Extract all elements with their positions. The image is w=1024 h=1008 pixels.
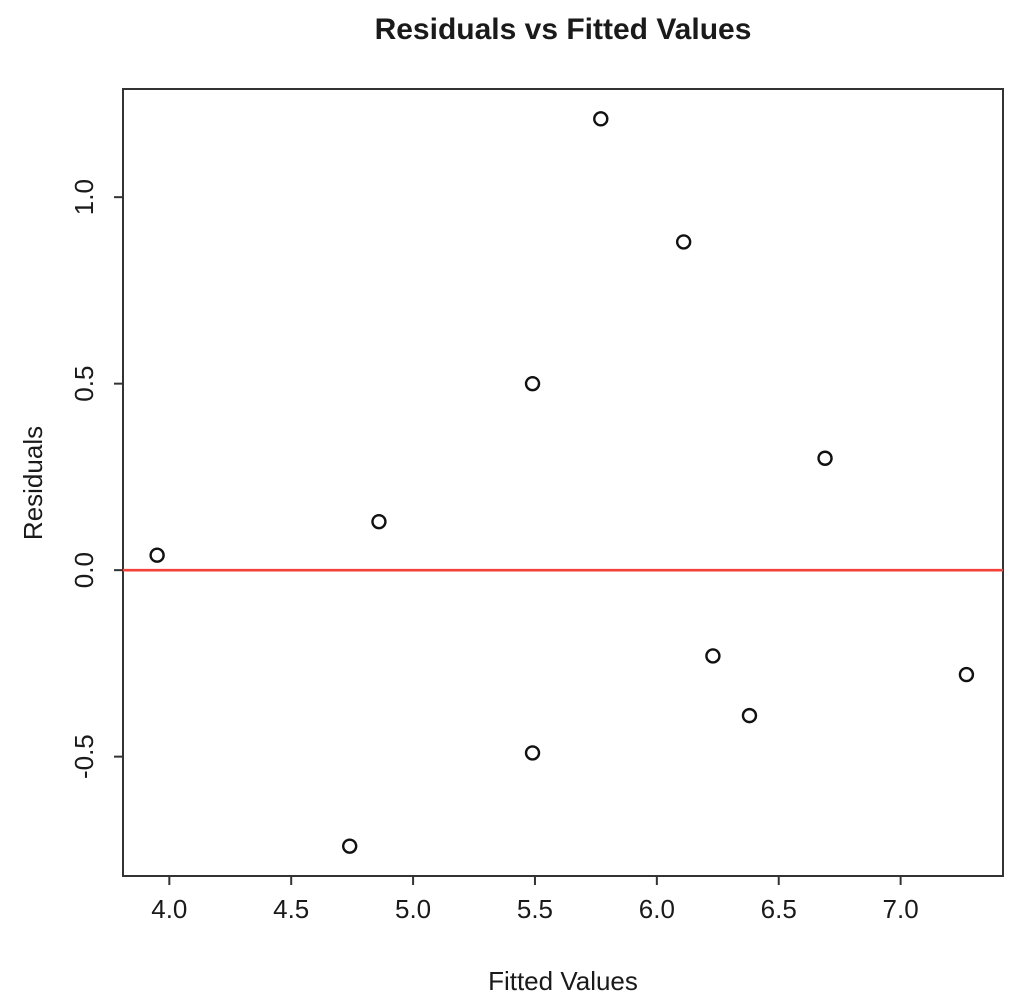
data-point <box>371 513 387 530</box>
y-axis-label: Residuals <box>18 426 48 540</box>
x-tick-label: 5.5 <box>517 894 553 924</box>
y-tick-label: 1.0 <box>69 179 99 215</box>
y-axis-ticks: -0.5 0.0 0.5 1.0 <box>69 179 123 779</box>
data-points <box>149 111 975 854</box>
chart-title: Residuals vs Fitted Values <box>375 13 752 46</box>
data-point <box>958 666 975 683</box>
x-tick-label: 4.0 <box>151 894 187 924</box>
data-point <box>741 707 758 724</box>
x-tick-label: 6.0 <box>639 894 675 924</box>
data-point <box>593 111 609 127</box>
y-tick-label: -0.5 <box>69 734 99 779</box>
data-point <box>342 838 358 854</box>
data-point <box>524 375 541 392</box>
data-point <box>524 745 541 761</box>
x-tick-label: 5.0 <box>395 894 431 924</box>
y-tick-label: 0.0 <box>69 552 99 588</box>
x-axis-ticks: 4.0 4.5 5.0 5.5 6.0 6.5 7.0 <box>151 876 919 924</box>
data-point <box>675 234 692 250</box>
data-point <box>149 547 165 563</box>
x-tick-label: 7.0 <box>883 894 919 924</box>
plot-box <box>122 88 1004 877</box>
x-tick-label: 4.5 <box>273 894 309 924</box>
x-tick-label: 6.5 <box>761 894 797 924</box>
x-axis-label: Fitted Values <box>488 966 638 996</box>
y-tick-label: 0.5 <box>69 366 99 402</box>
data-point <box>705 648 721 664</box>
data-point <box>817 450 833 466</box>
